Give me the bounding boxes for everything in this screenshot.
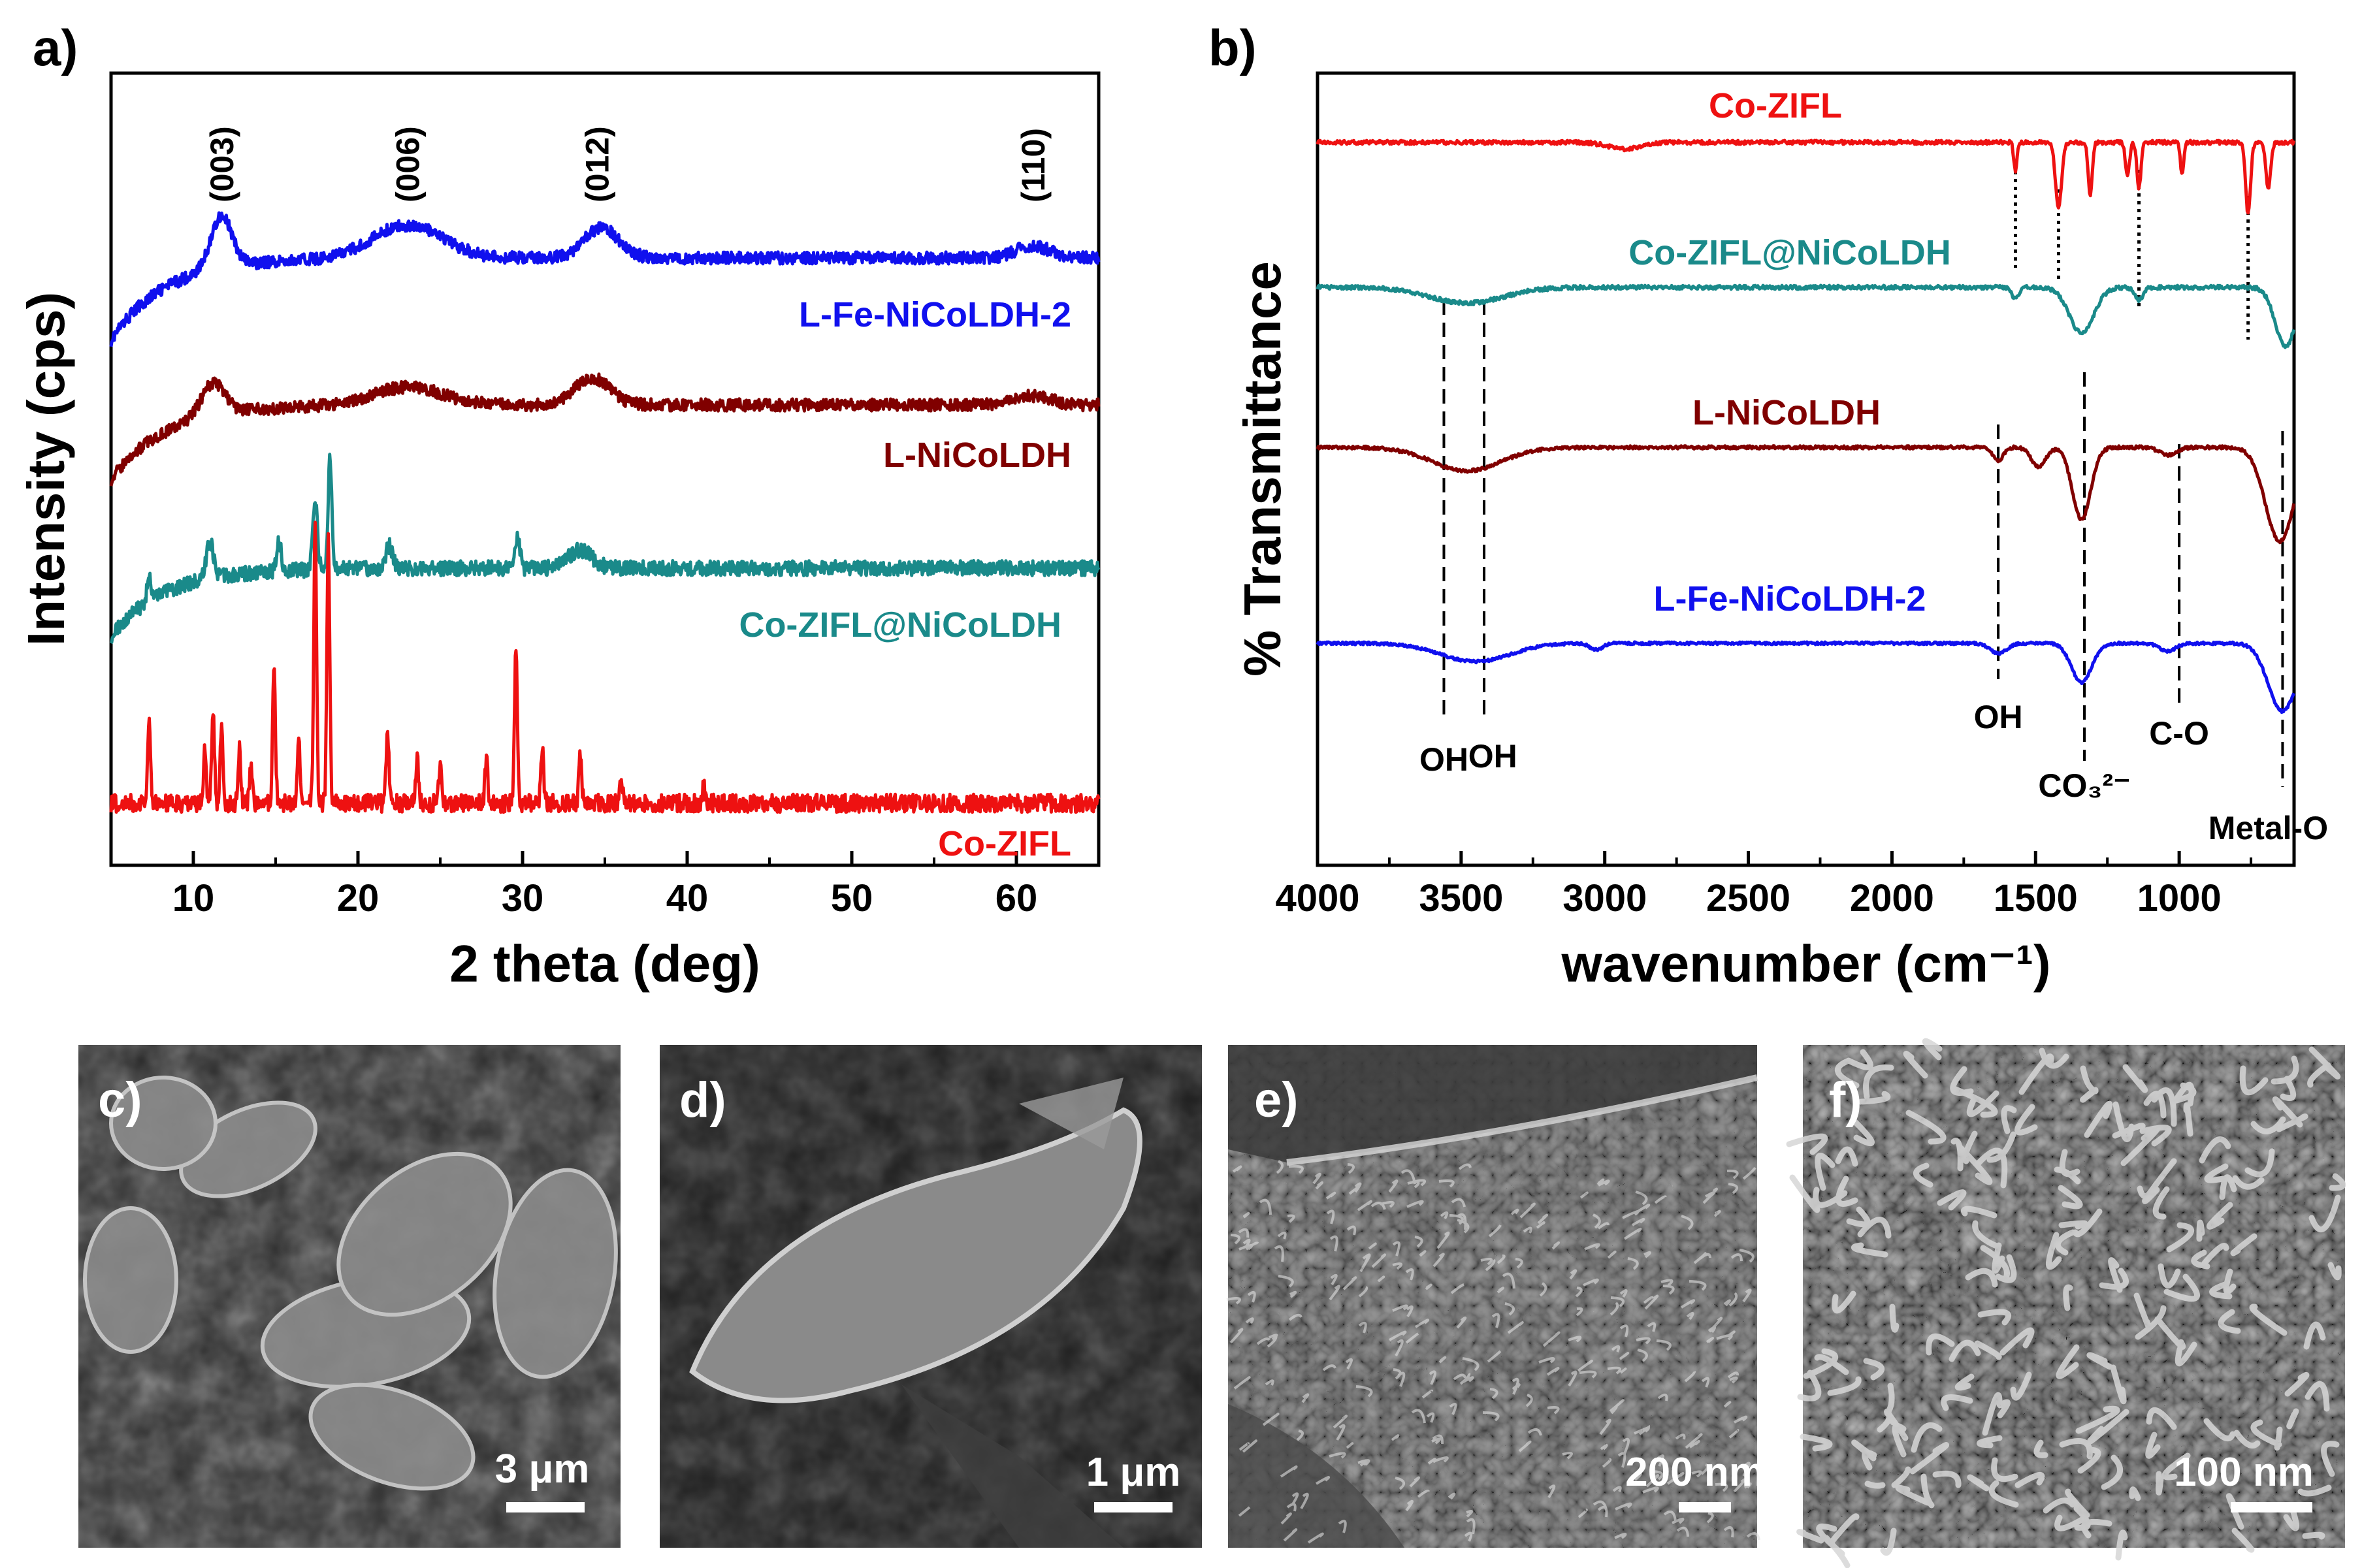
panel-label-b: b) xyxy=(1208,19,1257,76)
ftir-x-tick-label: 4000 xyxy=(1275,877,1359,920)
xrd-series-co-zifl@nicoldh xyxy=(109,453,1101,645)
ftir-x-axis-label: wavenumber (cm⁻¹) xyxy=(1561,935,2050,993)
sem-image-f: f) 100 nm xyxy=(1786,1038,2346,1568)
ftir-series-label: Co-ZIFL@NiCoLDH xyxy=(1628,233,1951,272)
xrd-series-l-fe-nicoldh-2 xyxy=(109,211,1101,347)
xrd-x-tick-label: 30 xyxy=(502,877,544,920)
xrd-x-axis-label: 2 theta (deg) xyxy=(449,935,760,993)
xrd-x-tick-label: 20 xyxy=(337,877,380,920)
xrd-series-l-nicoldh xyxy=(109,372,1101,487)
ftir-series-label: L-NiCoLDH xyxy=(1692,393,1881,432)
scale-bar-c xyxy=(506,1502,585,1512)
ftir-series-l-fe-nicoldh-2 xyxy=(1316,640,2295,714)
scale-bar-d xyxy=(1094,1502,1173,1512)
scale-text-c: 3 μm xyxy=(495,1447,590,1492)
xrd-x-tick-label: 10 xyxy=(172,877,215,920)
panel-label-a: a) xyxy=(33,19,78,76)
xrd-x-tick-label: 60 xyxy=(995,877,1038,920)
xrd-series-label: L-Fe-NiCoLDH-2 xyxy=(799,295,1071,334)
ftir-band-annotation: Metal-O xyxy=(2208,810,2328,846)
ftir-x-tick-label: 3500 xyxy=(1419,877,1503,920)
ftir-series-label: L-Fe-NiCoLDH-2 xyxy=(1654,579,1926,618)
scale-text-d: 1 μm xyxy=(1086,1450,1181,1495)
ftir-x-tick-label: 1500 xyxy=(1994,877,2078,920)
sem-flakes xyxy=(83,1076,618,1491)
sem-image-e: e) 200 nm xyxy=(1226,1045,1765,1548)
xrd-peak-annotation: (012) xyxy=(579,126,615,202)
xrd-peak-annotation: (110) xyxy=(1015,128,1052,202)
xrd-chart: 10 20 30 40 50 60 L-Fe-NiCoLDH-2 L-NiCoLDH Co-Z… xyxy=(17,71,1101,993)
ftir-series-co-zifl@nicoldh xyxy=(1316,283,2296,349)
sem-image-d: d) 1 μm xyxy=(660,1045,1202,1548)
ftir-x-tick-label: 2500 xyxy=(1706,877,1790,920)
xrd-x-tick-label: 50 xyxy=(831,877,873,920)
scale-bar-e xyxy=(1679,1502,1731,1512)
xrd-x-tick-label: 40 xyxy=(666,877,709,920)
ftir-y-axis-label: % Transmittance xyxy=(1233,261,1291,677)
scale-bar-f xyxy=(2231,1502,2312,1512)
ftir-band-annotation: OH xyxy=(1419,741,1468,778)
ftir-band-annotation: OH xyxy=(1468,738,1517,775)
sem-single-flake xyxy=(689,1107,1142,1403)
xrd-series-co-zifl xyxy=(109,520,1101,814)
ftir-series-label: Co-ZIFL xyxy=(1709,86,1842,125)
scale-text-f: 100 nm xyxy=(2174,1450,2314,1495)
xrd-series-label: Co-ZIFL xyxy=(938,824,1071,863)
ftir-plot-frame xyxy=(1316,71,2296,867)
sem-wrinkled-surface xyxy=(1226,1160,1760,1544)
ftir-chart: 4000 3500 3000 2500 2000 1500 1000 Co-ZIFL Co-Z… xyxy=(1233,71,2328,993)
ftir-series-l-nicoldh xyxy=(1316,444,2296,545)
xrd-peak-annotation: (006) xyxy=(390,126,427,202)
xrd-peak-annotation: (003) xyxy=(204,126,240,202)
ftir-band-annotation: C-O xyxy=(2149,715,2209,752)
xrd-series-label: L-NiCoLDH xyxy=(883,436,1071,475)
ftir-x-tick-label: 2000 xyxy=(1850,877,1934,920)
ftir-band-annotation: CO₃²⁻ xyxy=(2038,767,2130,804)
ftir-x-tick-label: 3000 xyxy=(1562,877,1647,920)
sem-nanosheet-network xyxy=(1786,1038,2346,1568)
sem-label-f: f) xyxy=(1829,1072,1862,1128)
ftir-x-tick-label: 1000 xyxy=(2137,877,2222,920)
sem-label-d: d) xyxy=(679,1072,726,1128)
scale-text-e: 200 nm xyxy=(1625,1450,1765,1495)
xrd-series-label: Co-ZIFL@NiCoLDH xyxy=(739,605,1061,645)
ftir-series-co-zifl xyxy=(1316,138,2296,215)
ftir-band-annotation: OH xyxy=(1974,699,2023,735)
sem-label-e: e) xyxy=(1254,1072,1299,1128)
sem-label-c: c) xyxy=(98,1072,142,1128)
sem-image-c: c) 3 μm xyxy=(78,1045,621,1548)
xrd-y-axis-label: Intensity (cps) xyxy=(17,292,75,646)
